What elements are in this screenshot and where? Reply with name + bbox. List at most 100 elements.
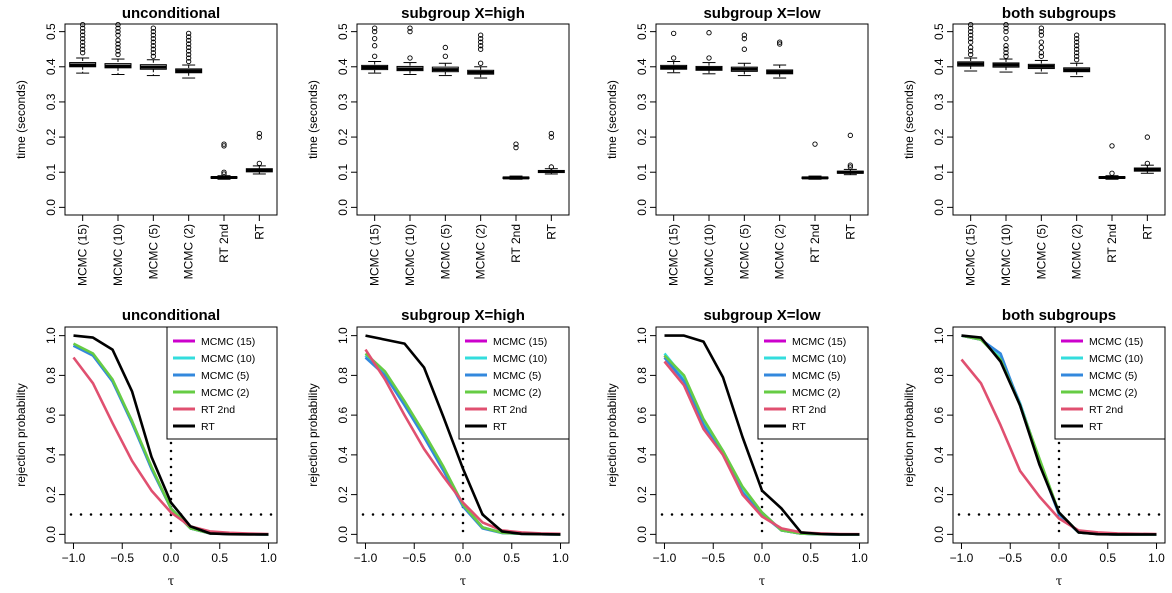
outlier-point — [1003, 21, 1009, 28]
outlier-point — [741, 32, 747, 38]
outlier-point — [186, 41, 192, 47]
y-tick-label: 1.0 — [44, 327, 58, 344]
y-tick-label: 0.0 — [932, 199, 946, 216]
x-tick-label: −1.0 — [354, 551, 378, 565]
outlier-point — [80, 43, 86, 49]
outlier-point — [80, 36, 86, 42]
x-tick-label: −0.5 — [402, 551, 426, 565]
box-2 — [992, 21, 1020, 73]
outlier-point — [1038, 28, 1044, 35]
outlier-point — [115, 51, 121, 58]
y-tick-label: 1.0 — [336, 327, 350, 344]
outlier-point — [1074, 46, 1080, 52]
chart-title: both subgroups — [1002, 5, 1116, 22]
series-line-6 — [961, 334, 1157, 536]
outlier-point — [115, 32, 121, 38]
outlier-point — [186, 58, 192, 65]
outlier-point — [150, 53, 156, 59]
y-tick-label: 1.0 — [635, 327, 649, 344]
legend-label: MCMC (2) — [792, 387, 840, 399]
y-tick-label: 0.0 — [635, 199, 649, 216]
y-tick-label: 0.0 — [932, 526, 946, 543]
outlier-point — [186, 55, 192, 61]
y-tick-label: 0.3 — [336, 93, 350, 110]
x-tick-label: MCMC (15) — [667, 224, 681, 286]
outlier-point — [407, 28, 413, 35]
box-5 — [801, 141, 829, 180]
box-4 — [467, 32, 495, 79]
x-tick-label: MCMC (5) — [737, 224, 751, 279]
legend-frame — [458, 326, 570, 440]
line-panel-4: both subgroups 0.0 0.2 0.4 0.6 0.8 1.0 rejectio… — [902, 307, 1166, 588]
x-tick-label: 0.5 — [802, 551, 819, 565]
outlier-point — [1003, 28, 1009, 35]
y-axis-label: rejection probability — [14, 383, 28, 486]
legend-label: RT — [201, 421, 215, 433]
y-tick-label: 0.0 — [44, 199, 58, 216]
y-axis-label: time (seconds) — [605, 80, 619, 159]
outlier-point — [513, 144, 519, 151]
x-tick-label: RT 2nd — [217, 224, 231, 263]
outlier-point — [706, 55, 712, 61]
outlier-point — [186, 37, 192, 44]
x-tick-label: RT 2nd — [1105, 224, 1119, 263]
outlier-point — [1003, 25, 1009, 31]
line-panel-2: subgroup X=high 0.0 0.2 0.4 0.6 0.8 1.0 rejecti… — [306, 307, 570, 588]
x-tick-label: RT — [843, 223, 857, 239]
outlier-point — [1109, 170, 1115, 176]
x-tick-label: 0.0 — [163, 551, 180, 565]
outlier-point — [256, 130, 262, 137]
outlier-point — [847, 132, 853, 138]
x-tick-label: 1.0 — [552, 551, 569, 565]
x-tick-label: MCMC (2) — [773, 224, 787, 279]
outlier-point — [372, 36, 378, 42]
outlier-point — [150, 46, 156, 52]
outlier-point — [442, 44, 448, 51]
x-tick-label: 0.5 — [503, 551, 520, 565]
x-tick-label: 1.0 — [260, 551, 277, 565]
legend-label: RT 2nd — [493, 404, 527, 416]
y-tick-label: 0.5 — [932, 23, 946, 40]
outlier-point — [1074, 36, 1080, 42]
chart-title: subgroup X=high — [401, 307, 525, 324]
outlier-point — [478, 60, 484, 66]
outlier-point — [706, 30, 712, 36]
y-tick-label: 0.2 — [635, 128, 649, 145]
y-tick-label: 0.2 — [932, 128, 946, 145]
outlier-point — [1074, 39, 1080, 45]
boxplot-panel-4: both subgroups 0.0 0.1 0.2 0.3 0.4 0.5 time (se… — [902, 5, 1166, 286]
outlier-point — [1003, 46, 1009, 52]
chart-title: unconditional — [122, 5, 220, 22]
box-5 — [210, 141, 238, 180]
x-tick-label: −1.0 — [653, 551, 677, 565]
x-tick-label: MCMC (10) — [111, 224, 125, 286]
outlier-point — [221, 143, 227, 149]
y-tick-label: 0.0 — [336, 199, 350, 216]
chart-title: unconditional — [122, 307, 220, 324]
chart-title: subgroup X=high — [401, 5, 525, 22]
y-tick-label: 0.4 — [336, 446, 350, 463]
y-tick-label: 0.5 — [635, 23, 649, 40]
outlier-point — [80, 46, 86, 52]
legend-label: RT 2nd — [792, 404, 826, 416]
legend-label: RT — [493, 421, 507, 433]
y-tick-label: 0.8 — [336, 367, 350, 384]
legend-label: MCMC (15) — [792, 336, 846, 348]
x-tick-label: RT 2nd — [808, 224, 822, 263]
outlier-point — [115, 37, 121, 44]
x-tick-label: RT 2nd — [509, 224, 523, 263]
outlier-point — [478, 32, 484, 38]
outlier-point — [1038, 25, 1044, 31]
legend-label: MCMC (5) — [201, 370, 249, 382]
x-tick-label: MCMC (2) — [1070, 224, 1084, 279]
x-tick-label: 0.0 — [754, 551, 771, 565]
x-tick-label: MCMC (5) — [438, 224, 452, 279]
outlier-point — [186, 51, 192, 58]
x-tick-label: MCMC (10) — [999, 224, 1013, 286]
outlier-point — [1144, 134, 1150, 140]
chart-title: both subgroups — [1002, 307, 1116, 324]
boxplot-panel-1: unconditional 0.0 0.1 0.2 0.3 0.4 0.5 time (sec… — [14, 5, 278, 286]
y-tick-label: 0.1 — [336, 164, 350, 181]
outlier-point — [150, 32, 156, 38]
box-6 — [1133, 134, 1161, 174]
